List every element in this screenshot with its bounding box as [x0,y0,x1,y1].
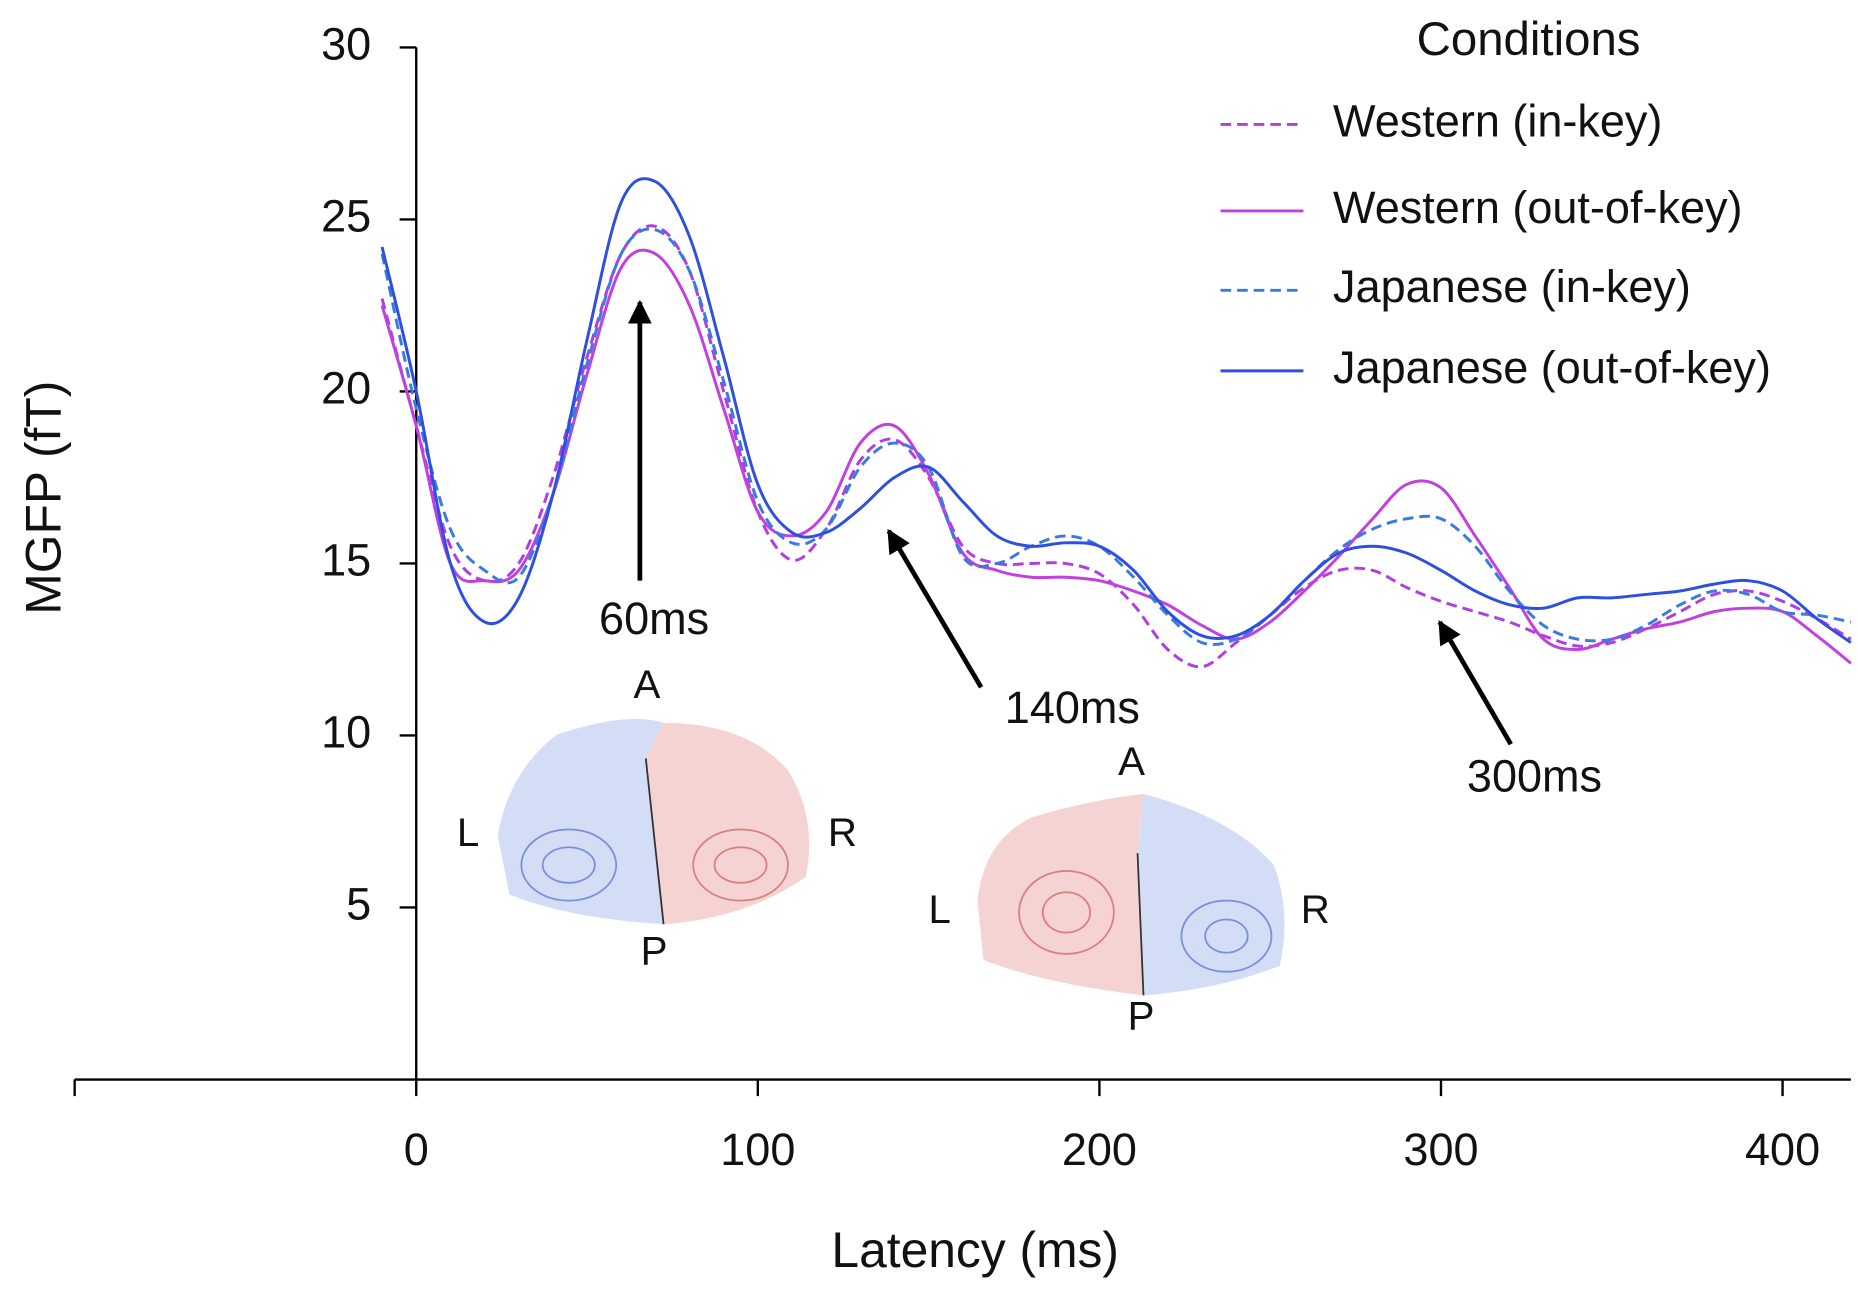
y-tick-label: 25 [321,190,371,241]
series-line [380,248,1852,665]
topomap-label: L [928,887,950,932]
topomap-label: A [634,662,661,707]
y-tick-label: 20 [321,362,371,413]
annotation-label: 140ms [1005,682,1140,733]
series-line [380,227,1852,646]
y-tick-label: 5 [346,878,371,929]
y-tick-label: 30 [321,18,371,69]
annotation-label: 60ms [599,593,709,644]
topomap-label: R [1301,887,1330,932]
x-tick-label: 300 [1403,1124,1478,1175]
y-axis-label: MGFP (fT) [16,381,72,615]
x-tick-label: 400 [1745,1124,1820,1175]
annotation-arrow [886,528,984,689]
x-axis-label: Latency (ms) [831,1222,1119,1278]
annotation-arrow [1437,620,1513,746]
y-tick-label: 10 [321,706,371,757]
x-tick-label: 100 [720,1124,795,1175]
topomap-label: A [1118,739,1145,784]
y-tick-label: 15 [321,534,371,585]
legend-title: Conditions [1417,13,1641,66]
topomap-label: R [828,810,857,855]
series-line [380,177,1852,644]
legend-label: Japanese (in-key) [1333,261,1691,312]
x-tick-label: 200 [1062,1124,1137,1175]
topomap-label: P [641,929,668,974]
topomap-label: P [1128,994,1155,1039]
annotation-label: 300ms [1467,751,1602,802]
topomap [497,718,810,925]
legend-label: Western (in-key) [1333,95,1662,146]
x-tick-label: 0 [404,1124,429,1175]
topomap-label: L [457,810,479,855]
topomap [977,793,1285,996]
legend-label: Japanese (out-of-key) [1333,342,1771,393]
legend-label: Western (out-of-key) [1333,182,1742,233]
